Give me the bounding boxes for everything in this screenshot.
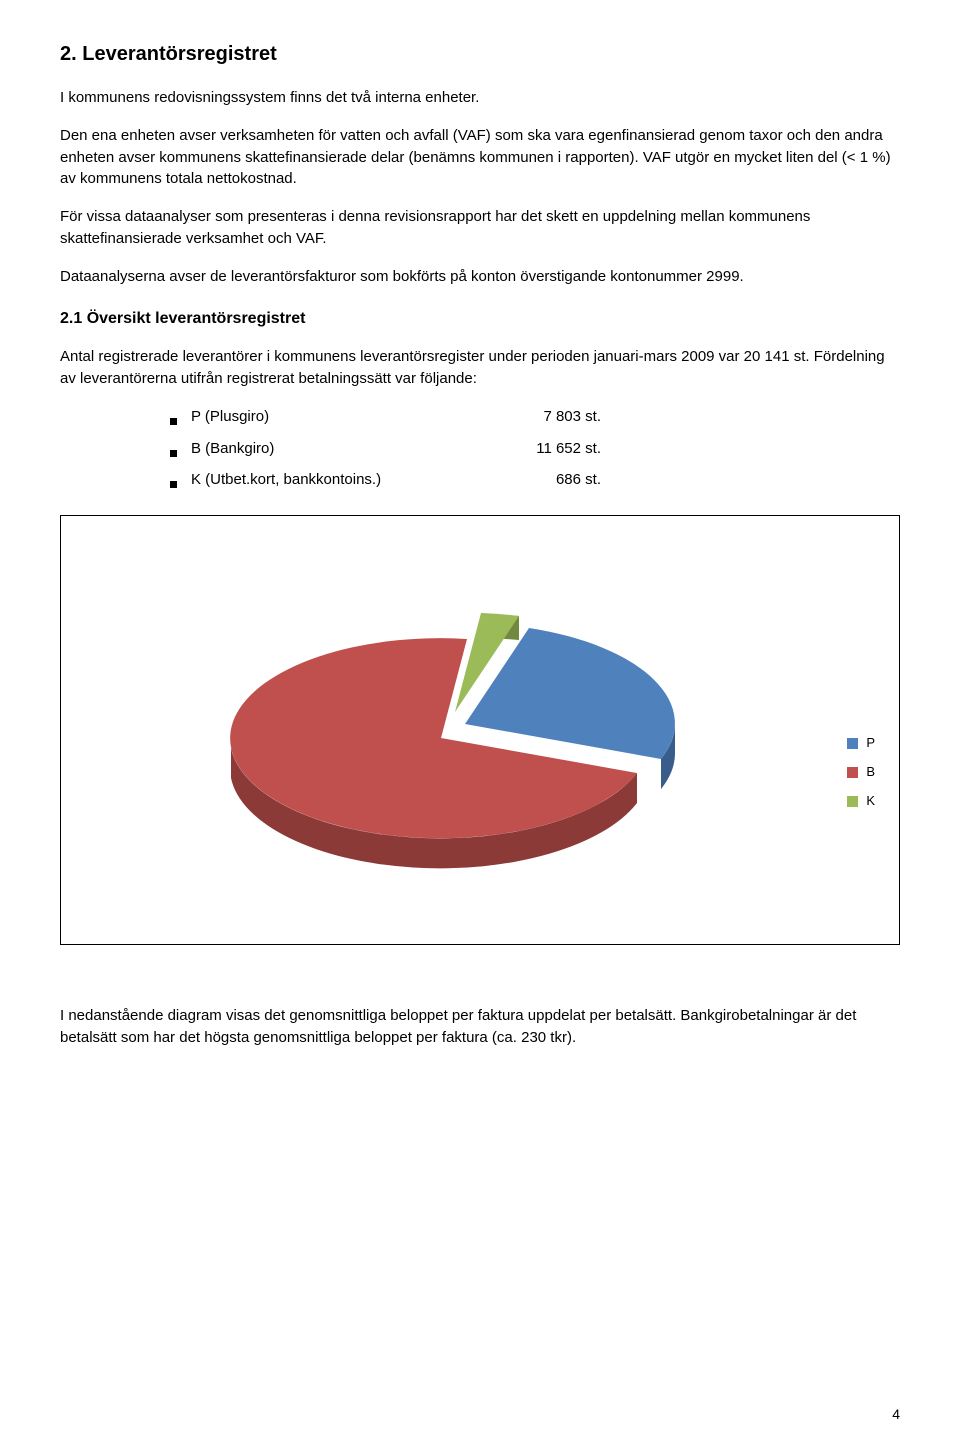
page-number: 4 — [892, 1404, 900, 1424]
body-paragraph: I nedanstående diagram visas det genomsn… — [60, 1005, 900, 1049]
body-paragraph: Antal registrerade leverantörer i kommun… — [60, 346, 900, 390]
subsection-heading: 2.1 Översikt leverantörsregistret — [60, 307, 900, 330]
list-item-value: 11 652 st. — [491, 438, 601, 460]
legend-swatch-icon — [847, 796, 858, 807]
body-paragraph: Dataanalyserna avser de leverantörsfaktu… — [60, 266, 900, 288]
pie-chart — [171, 546, 731, 926]
list-item: K (Utbet.kort, bankkontoins.) 686 st. — [170, 469, 900, 491]
body-paragraph: Den ena enheten avser verksamheten för v… — [60, 125, 900, 190]
legend-item: P — [847, 734, 875, 753]
pie-chart-frame: P B K — [60, 515, 900, 945]
list-item-label: B (Bankgiro) — [191, 438, 491, 460]
legend-label: P — [866, 734, 875, 753]
list-item: B (Bankgiro) 11 652 st. — [170, 438, 900, 460]
list-item-value: 7 803 st. — [491, 406, 601, 428]
list-item-label: K (Utbet.kort, bankkontoins.) — [191, 469, 491, 491]
section-heading: 2. Leverantörsregistret — [60, 40, 900, 69]
bullet-icon — [170, 481, 177, 488]
list-item: P (Plusgiro) 7 803 st. — [170, 406, 900, 428]
legend-swatch-icon — [847, 767, 858, 778]
bullet-icon — [170, 450, 177, 457]
legend-label: B — [866, 763, 875, 782]
body-paragraph: För vissa dataanalyser som presenteras i… — [60, 206, 900, 250]
legend-item: K — [847, 792, 875, 811]
list-item-value: 686 st. — [491, 469, 601, 491]
legend-label: K — [866, 792, 875, 811]
list-item-label: P (Plusgiro) — [191, 406, 491, 428]
chart-legend: P B K — [847, 734, 875, 821]
legend-item: B — [847, 763, 875, 782]
bullet-icon — [170, 418, 177, 425]
body-paragraph: I kommunens redovisningssystem finns det… — [60, 87, 900, 109]
legend-swatch-icon — [847, 738, 858, 749]
payment-method-list: P (Plusgiro) 7 803 st. B (Bankgiro) 11 6… — [170, 406, 900, 491]
